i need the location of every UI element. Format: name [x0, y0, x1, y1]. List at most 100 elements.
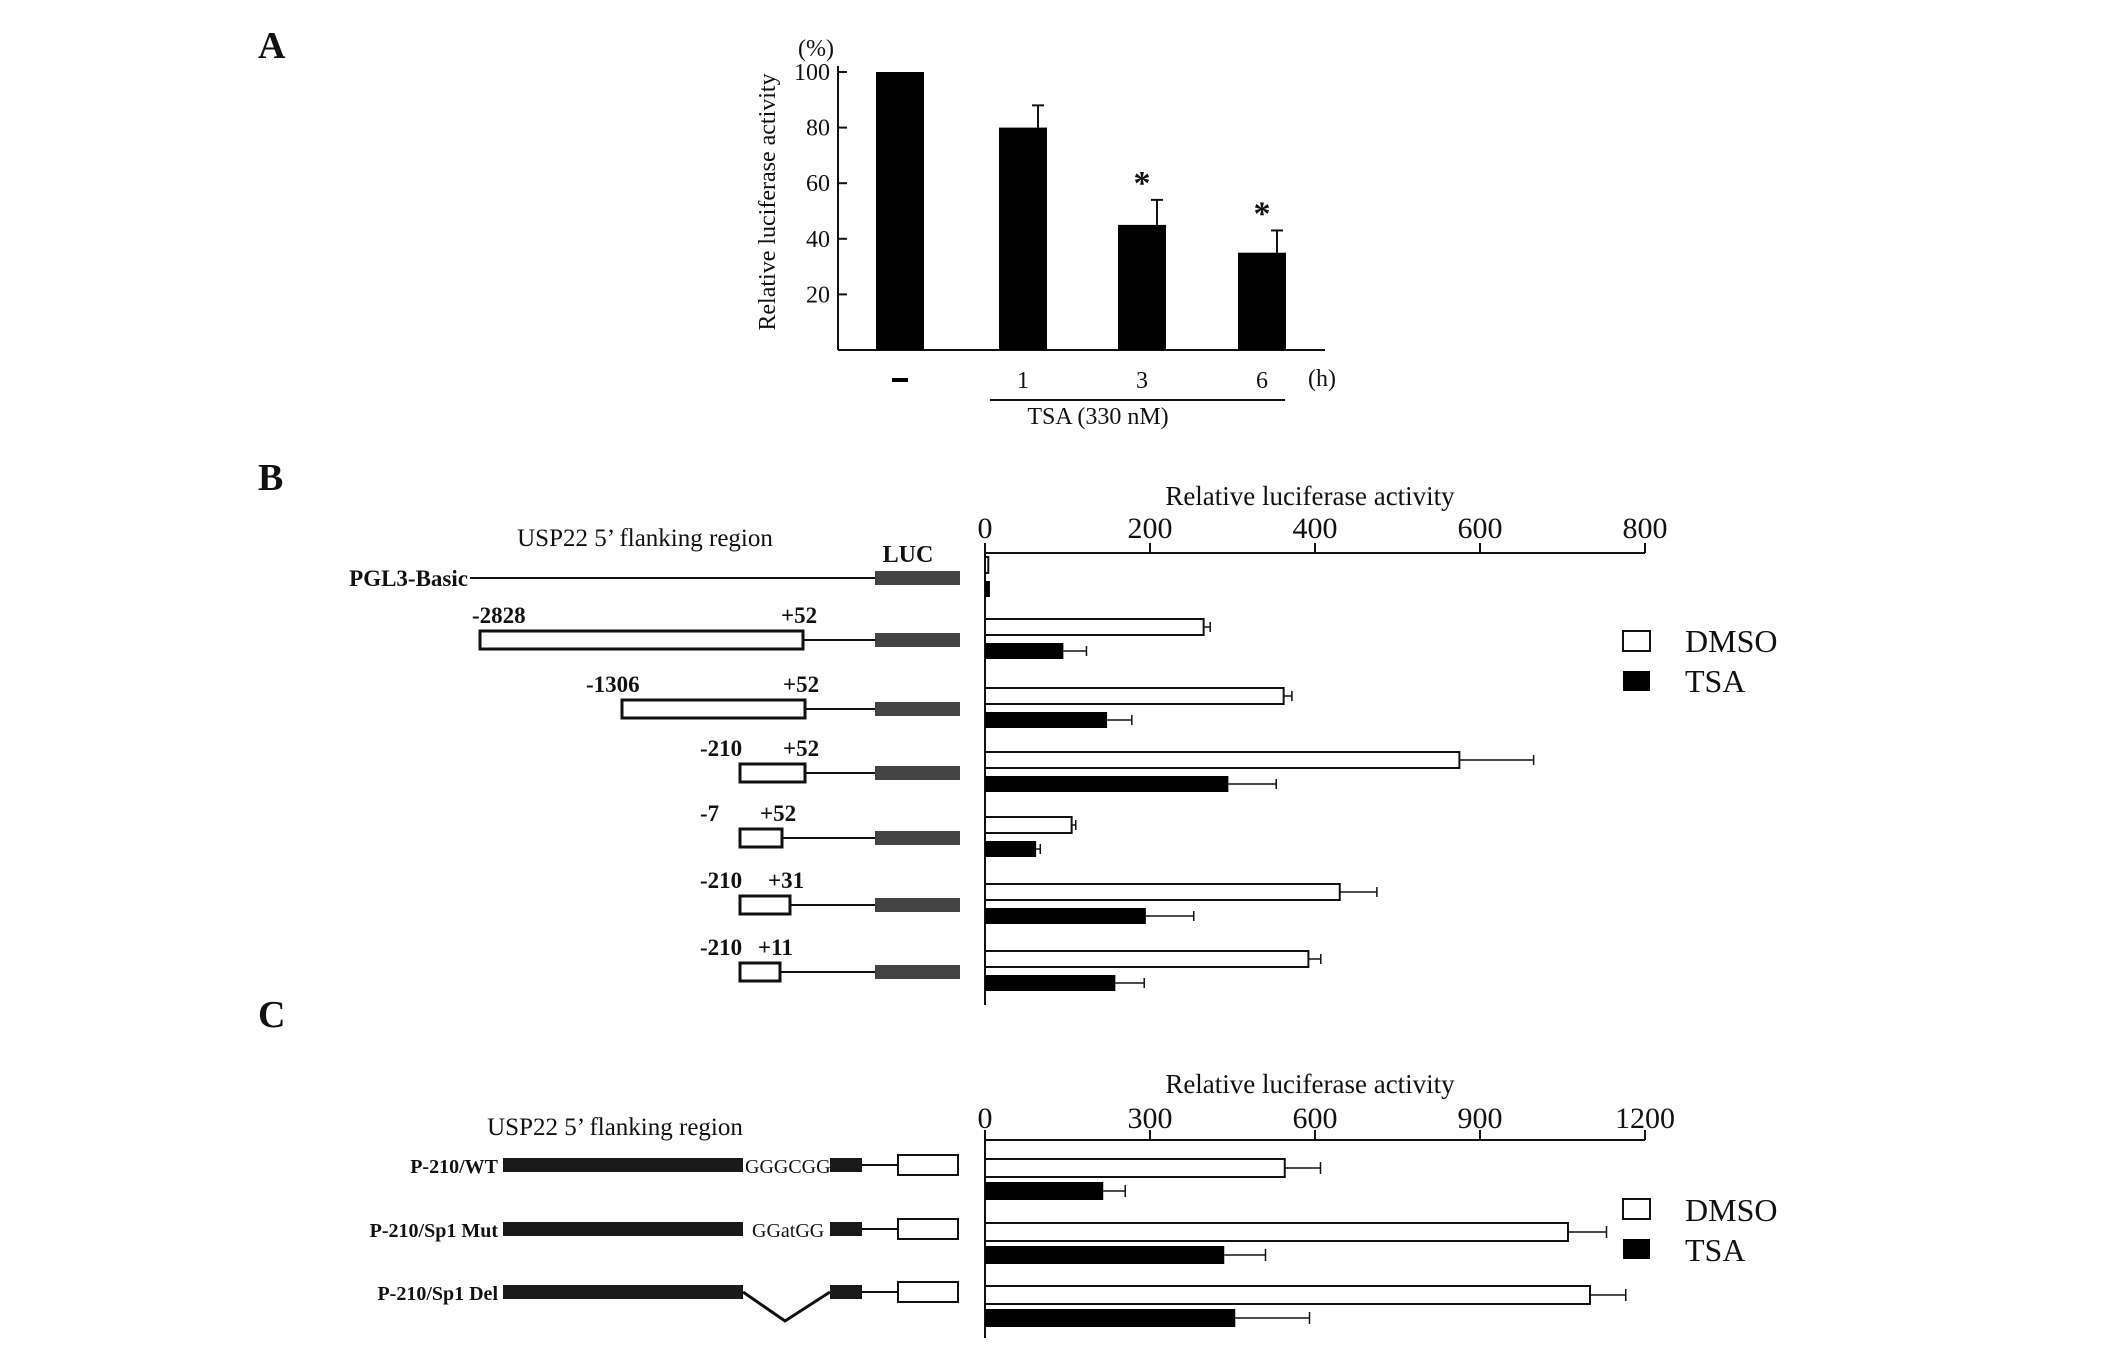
- panel-a-control-dash: [892, 378, 908, 382]
- legend-dmso-label: DMSO: [1685, 1192, 1777, 1228]
- promoter-fragment-box: [738, 827, 784, 849]
- panel-b-construct-chart: Relative luciferase activity USP22 5’ fl…: [349, 481, 1777, 1005]
- fragment-start-label: -210: [700, 736, 742, 761]
- promoter-body-box: [503, 1285, 743, 1299]
- panel-a-bar: [1238, 252, 1286, 350]
- panel-b-diagram-title: USP22 5’ flanking region: [517, 525, 773, 552]
- promoter-body-box: [503, 1158, 743, 1172]
- legend-dmso-swatch: [1622, 1198, 1651, 1220]
- tsa-bar: [985, 1246, 1225, 1264]
- dmso-bar: [984, 1285, 1591, 1305]
- fragment-start-label: -210: [700, 868, 742, 893]
- panel-a-y-tick-label: 20: [806, 282, 830, 308]
- tsa-bar: [985, 841, 1037, 857]
- panel-b-x-axis-title: Relative luciferase activity: [1165, 481, 1455, 511]
- panel-a-y-tick-label: 100: [794, 60, 830, 86]
- legend-tsa-label: TSA: [1685, 663, 1745, 699]
- panel-label-c: C: [258, 994, 285, 1036]
- fragment-end-label: +31: [768, 868, 804, 893]
- promoter-body-box: [503, 1222, 743, 1236]
- dmso-bar: [984, 1158, 1286, 1178]
- construct-name: P-210/Sp1 Mut: [370, 1220, 499, 1242]
- panel-b-x-tick-label: 400: [1293, 512, 1338, 545]
- panel-c-diagram-title: USP22 5’ flanking region: [487, 1114, 743, 1141]
- fragment-end-label: +52: [781, 603, 817, 628]
- luc-reporter-box: [897, 1154, 959, 1176]
- panel-b-x-tick-label: 200: [1128, 512, 1173, 545]
- dmso-bar: [984, 751, 1461, 769]
- panel-a-bar-chart: (%) Relative luciferase activity (h) TSA…: [755, 36, 1336, 430]
- promoter-downstream-box: [830, 1285, 862, 1299]
- tsa-bar: [985, 581, 990, 597]
- panel-a-y-unit: (%): [798, 36, 834, 62]
- panel-a-x-unit: (h): [1308, 366, 1336, 392]
- panel-a-bar: [1118, 224, 1166, 350]
- panel-a-y-tick-label: 60: [806, 171, 830, 197]
- panel-label-a: A: [258, 25, 286, 67]
- panel-a-bar: [999, 127, 1047, 350]
- fragment-start-label: -210: [700, 935, 742, 960]
- construct-name: P-210/WT: [410, 1156, 498, 1178]
- legend-tsa-swatch: [1623, 1239, 1650, 1259]
- panel-c-x-tick-label: 900: [1458, 1102, 1503, 1135]
- fragment-end-label: +11: [758, 935, 793, 960]
- panel-a-bar: [876, 72, 924, 350]
- sp1-deletion-gap: [742, 1290, 831, 1323]
- fragment-start-label: -7: [700, 801, 719, 826]
- luc-reporter-box: [875, 831, 960, 845]
- panel-a-treatment-label: TSA (330 nM): [1027, 404, 1168, 430]
- promoter-downstream-box: [830, 1158, 862, 1172]
- dmso-bar: [984, 883, 1341, 901]
- tsa-bar: [985, 1182, 1104, 1200]
- fragment-start-label: -2828: [472, 603, 526, 628]
- fragment-start-label: -1306: [586, 672, 640, 697]
- dmso-bar: [984, 556, 990, 574]
- tsa-bar: [985, 712, 1108, 728]
- promoter-fragment-box: [738, 762, 807, 784]
- promoter-downstream-box: [830, 1222, 862, 1236]
- promoter-fragment-box: [620, 698, 807, 720]
- tsa-bar: [985, 975, 1116, 991]
- panel-c-construct-chart: Relative luciferase activity USP22 5’ fl…: [370, 1069, 1777, 1338]
- sp1-site-sequence: GGGCGG: [745, 1156, 831, 1178]
- tsa-bar: [985, 1309, 1236, 1327]
- construct-name: P-210/Sp1 Del: [377, 1283, 498, 1305]
- dmso-bar: [984, 950, 1310, 968]
- luc-reporter-box: [875, 702, 960, 716]
- legend-dmso-swatch: [1622, 630, 1651, 652]
- tsa-bar: [985, 643, 1064, 659]
- promoter-fragment-box: [738, 894, 792, 916]
- panel-a-y-tick-label: 80: [806, 116, 830, 142]
- luc-reporter-box: [875, 898, 960, 912]
- panel-a-y-tick-label: 40: [806, 227, 830, 253]
- promoter-fragment-box: [478, 629, 805, 651]
- dmso-bar: [984, 618, 1205, 636]
- sp1-site-sequence: GGatGG: [752, 1220, 824, 1242]
- fragment-end-label: +52: [760, 801, 796, 826]
- dmso-bar: [984, 687, 1285, 705]
- luc-reporter-box: [875, 965, 960, 979]
- legend-tsa-label: TSA: [1685, 1232, 1745, 1268]
- fragment-end-label: +52: [783, 672, 819, 697]
- panel-a-significance-marker: *: [1254, 195, 1271, 232]
- dmso-bar: [984, 1222, 1569, 1242]
- panel-b-x-tick-label: 0: [978, 512, 993, 545]
- luc-reporter-box: [875, 633, 960, 647]
- panel-a-x-tick-label: 3: [1136, 368, 1148, 394]
- construct-name: PGL3-Basic: [349, 566, 468, 591]
- panel-a-x-tick-label: 1: [1017, 368, 1029, 394]
- panel-a-y-axis-label: Relative luciferase activity: [755, 73, 781, 330]
- luc-reporter-box: [875, 571, 960, 585]
- panel-c-x-tick-label: 300: [1128, 1102, 1173, 1135]
- tsa-bar: [985, 776, 1229, 792]
- luc-label: LUC: [883, 542, 934, 568]
- panel-c-x-tick-label: 0: [978, 1102, 993, 1135]
- panel-a-x-tick-label: 6: [1256, 368, 1268, 394]
- luc-reporter-box: [897, 1218, 959, 1240]
- panel-a-significance-marker: *: [1134, 165, 1151, 202]
- panel-label-b: B: [258, 457, 283, 499]
- fragment-end-label: +52: [783, 736, 819, 761]
- promoter-fragment-box: [738, 961, 782, 983]
- panel-b-x-tick-label: 800: [1623, 512, 1668, 545]
